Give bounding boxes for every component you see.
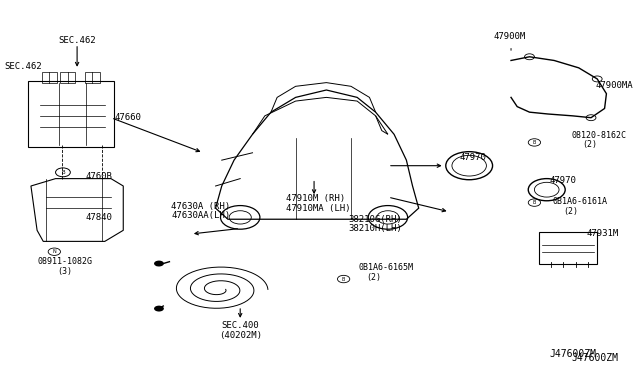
Text: (2): (2) <box>582 140 597 149</box>
Text: 47900M: 47900M <box>493 32 526 41</box>
Text: 47840: 47840 <box>85 213 112 222</box>
Text: J47600ZM: J47600ZM <box>572 353 619 363</box>
Text: 47931M: 47931M <box>586 229 618 238</box>
Text: N: N <box>52 249 56 254</box>
Text: (2): (2) <box>563 206 579 216</box>
Text: 47970: 47970 <box>460 153 486 162</box>
Text: 0B1A6-6161A: 0B1A6-6161A <box>553 197 608 206</box>
Text: (40202M): (40202M) <box>219 331 262 340</box>
Circle shape <box>154 306 164 311</box>
Text: 47910M (RH): 47910M (RH) <box>286 195 346 203</box>
Text: (3): (3) <box>58 267 72 276</box>
Text: B: B <box>532 200 536 205</box>
Text: 47630A (RH): 47630A (RH) <box>172 202 230 211</box>
Text: 08911-1082G: 08911-1082G <box>37 257 92 266</box>
Text: 47660: 47660 <box>114 113 141 122</box>
Text: SEC.462: SEC.462 <box>4 61 42 71</box>
Text: 4760B: 4760B <box>85 172 112 181</box>
Text: 08120-8162C: 08120-8162C <box>572 131 627 140</box>
Text: 47970: 47970 <box>549 176 576 185</box>
Text: 47910MA (LH): 47910MA (LH) <box>286 203 351 213</box>
Text: 38210H(LH): 38210H(LH) <box>348 224 402 233</box>
Bar <box>85 71 100 83</box>
Text: 0B1A6-6165M: 0B1A6-6165M <box>358 263 413 272</box>
Circle shape <box>154 260 164 266</box>
Text: SEC.400: SEC.400 <box>221 321 259 330</box>
Text: 47900MA: 47900MA <box>596 81 634 90</box>
Text: (2): (2) <box>366 273 381 282</box>
Text: B: B <box>61 170 65 175</box>
Text: J47600ZM: J47600ZM <box>549 349 596 359</box>
Text: 38210G(RH): 38210G(RH) <box>348 215 402 224</box>
Bar <box>60 71 76 83</box>
Text: B: B <box>342 276 346 282</box>
Text: 47630AA(LH): 47630AA(LH) <box>172 211 230 220</box>
Bar <box>42 71 57 83</box>
Text: SEC.462: SEC.462 <box>58 36 96 45</box>
Text: B: B <box>532 140 536 145</box>
